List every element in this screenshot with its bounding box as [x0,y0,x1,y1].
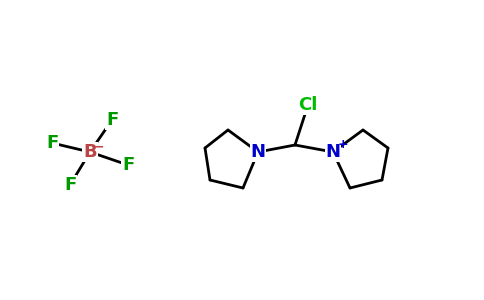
Text: F: F [46,134,58,152]
Text: F: F [106,111,118,129]
Text: −: − [94,140,104,154]
Text: Cl: Cl [298,96,318,114]
Text: N: N [251,143,266,161]
Text: N: N [326,143,341,161]
Text: F: F [122,156,134,174]
Text: B: B [83,143,97,161]
Text: F: F [64,176,76,194]
Text: +: + [338,139,348,152]
